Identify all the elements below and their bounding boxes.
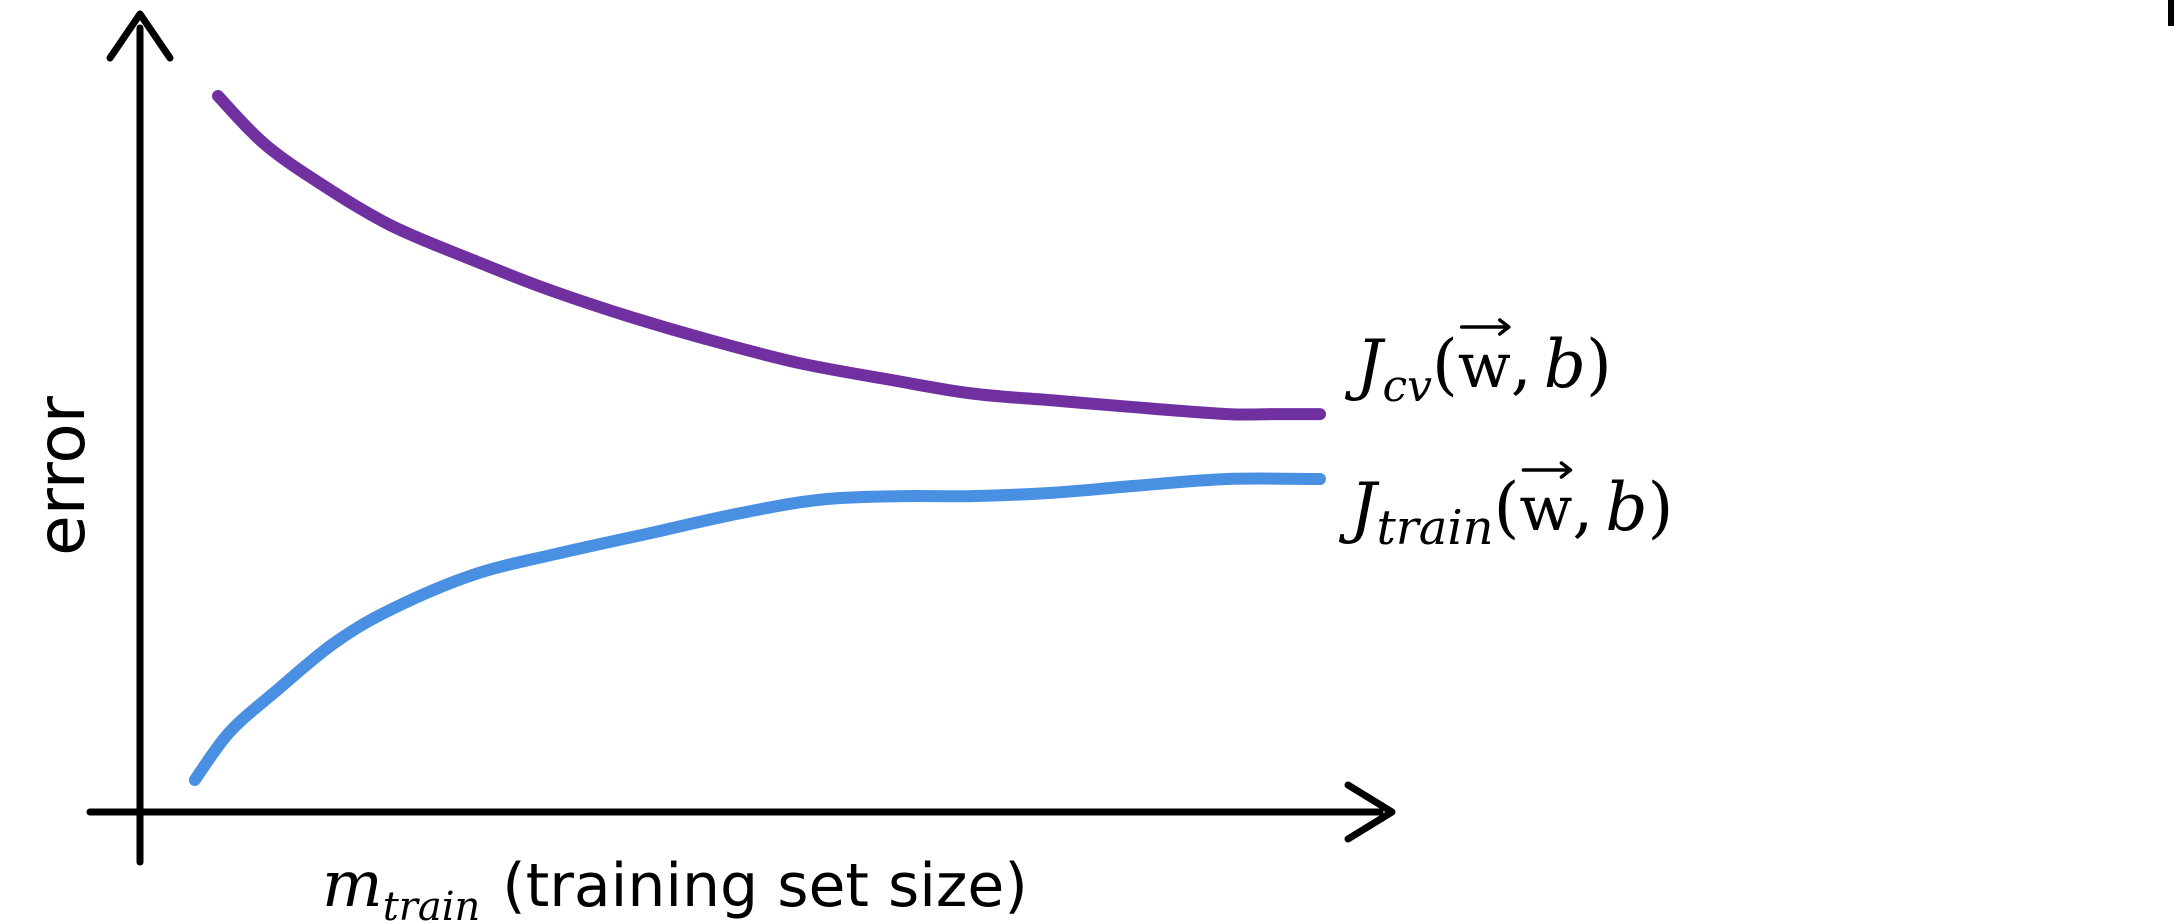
- series-label-cv-param: b: [1544, 326, 1586, 403]
- series-label-cv-subscript: cv: [1382, 361, 1432, 412]
- y-axis-arrow: [106, 10, 174, 62]
- x-axis-label-subscript: train: [383, 884, 481, 924]
- svg-text:Jcv(w,b): Jcv(w, b): [1344, 326, 1612, 412]
- series-label-train-symbol: J: [1338, 469, 1380, 546]
- series-label-train-comma: ,: [1572, 469, 1593, 546]
- series-label-train-param: b: [1605, 469, 1647, 546]
- series-label-cv-close: ): [1586, 326, 1612, 403]
- svg-text:Jtrain(w,b): Jtrain(w, b): [1338, 469, 1673, 556]
- x-axis-label-text: (training set size): [502, 851, 1027, 921]
- series-label-cv-symbol: J: [1344, 326, 1386, 403]
- series-line-train: [188, 472, 1326, 786]
- series-label-cv-vector: w: [1458, 329, 1511, 402]
- y-axis-label: error: [23, 395, 100, 556]
- x-axis-arrow: [1344, 781, 1396, 843]
- series-label-cv-open: (: [1432, 326, 1458, 403]
- series-label-cv-comma: ,: [1511, 326, 1532, 403]
- series-label-train-vector: w: [1519, 472, 1572, 545]
- vector-arrow-icon: [1459, 318, 1511, 336]
- series-label-train-open: (: [1494, 469, 1520, 546]
- vector-arrow-icon: [1521, 461, 1573, 479]
- x-axis-label-symbol: m: [322, 848, 383, 922]
- axes: [86, 10, 1396, 866]
- x-axis-label: mtrain (training set size): [322, 848, 1028, 924]
- series-line-cv: [212, 90, 1326, 421]
- series-label-cv: Jcv(w, b): [1344, 318, 1612, 412]
- series-label-train: Jtrain(w, b): [1338, 461, 1673, 556]
- series-label-train-subscript: train: [1376, 500, 1493, 556]
- corner-mark: [2168, 0, 2174, 26]
- series-label-train-close: ): [1648, 469, 1674, 546]
